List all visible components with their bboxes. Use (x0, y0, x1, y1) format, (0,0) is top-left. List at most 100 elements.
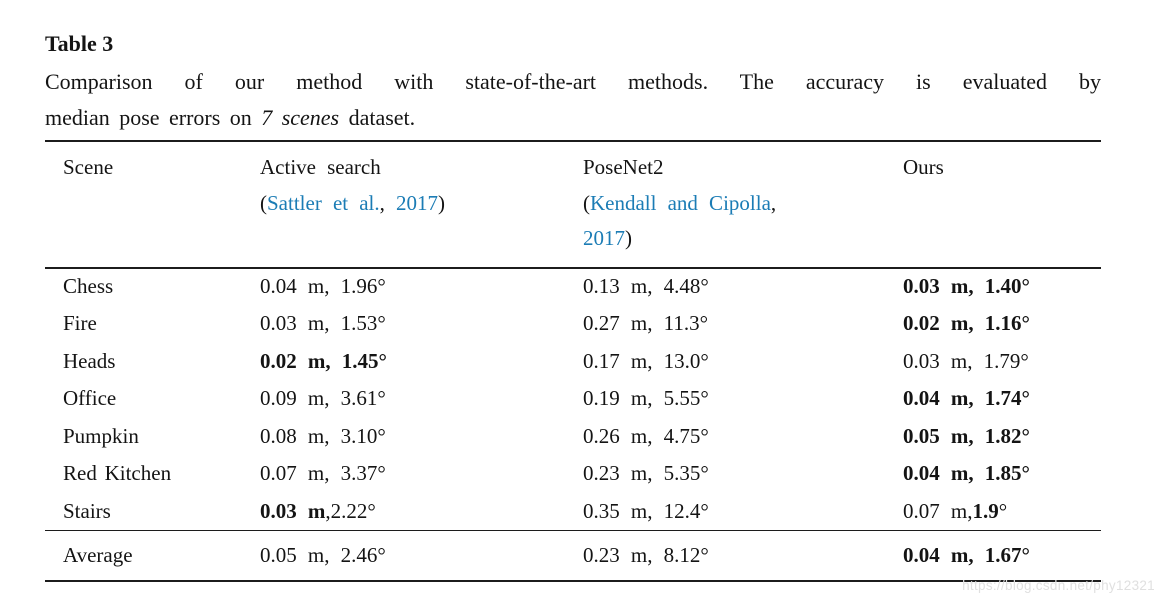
table-footer: Average 0.05 m, 2.46° 0.23 m, 8.12° 0.04… (45, 530, 1101, 581)
results-table: Scene Active search (Sattler et al., 201… (45, 140, 1101, 582)
table-row: Red Kitchen 0.07 m, 3.37° 0.23 m, 5.35° 0.0… (45, 455, 1101, 493)
text-segment: 0.05 m, 1.82° (903, 423, 1030, 448)
text-segment: 0.04 m, 1.85° (903, 461, 1030, 486)
caption-text-end: dataset. (339, 105, 416, 130)
table-caption: Comparison of our method with state-of-t… (45, 64, 1101, 136)
table-row: Heads 0.02 m, 1.45° 0.17 m, 13.0° 0.03 m, 1… (45, 343, 1101, 381)
scene-cell: Office (63, 386, 117, 411)
value-cell: 0.09 m, 3.61° (260, 380, 583, 418)
header-ours: Ours (903, 155, 944, 179)
value-cell: 0.03 m, 1.79° (903, 343, 1101, 381)
text-segment: 0.03 m, 1.79° (903, 348, 1029, 373)
table-body: Chess 0.04 m, 1.96° 0.13 m, 4.48° 0.03 m, 1… (45, 268, 1101, 531)
text-segment: 0.04 m, 1.96° (260, 274, 386, 299)
average-active-search: 0.05 m, 2.46° (260, 530, 583, 581)
value-cell: 0.07 m, 3.37° (260, 455, 583, 493)
value-cell: 0.26 m, 4.75° (583, 418, 903, 456)
value-cell: 0.03 m, 1.53° (260, 305, 583, 343)
table-row: Stairs 0.03 m,2.22° 0.35 m, 12.4° 0.07 m,1.… (45, 493, 1101, 531)
table-row: Office 0.09 m, 3.61° 0.19 m, 5.55° 0.04 m, … (45, 380, 1101, 418)
header-row: Scene Active search (Sattler et al., 201… (45, 141, 1101, 268)
average-posenet2: 0.23 m, 8.12° (583, 530, 903, 581)
value-cell: 0.23 m, 5.35° (583, 455, 903, 493)
citation-link[interactable]: Kendall and Cipolla (590, 190, 771, 215)
scene-cell: Stairs (63, 498, 111, 523)
text-segment: 0.07 m, (903, 498, 973, 523)
watermark: https://blog.csdn.net/phy12321 (962, 578, 1155, 593)
table-row: Fire 0.03 m, 1.53° 0.27 m, 11.3° 0.02 m, 1.… (45, 305, 1101, 343)
table-caption-block: Table 3 Comparison of our method with st… (45, 30, 1101, 136)
caption-dataset-name: 7 scenes (261, 105, 340, 130)
value-cell: 0.17 m, 13.0° (583, 343, 903, 381)
text-segment: ,2.22° (325, 498, 376, 523)
citation-link[interactable]: Sattler et al. (267, 190, 380, 215)
caption-line-1: Comparison of our method with state-of-t… (45, 69, 1101, 94)
scene-cell: Red Kitchen (63, 461, 172, 486)
text-segment: 0.35 m, 12.4° (583, 498, 709, 523)
value-cell: 0.19 m, 5.55° (583, 380, 903, 418)
text-segment: ( (583, 190, 590, 215)
average-row: Average 0.05 m, 2.46° 0.23 m, 8.12° 0.04… (45, 530, 1101, 581)
caption-line-2: median pose errors on 7 scenes dataset. (45, 100, 1101, 136)
text-segment: , (379, 190, 397, 215)
average-ours: 0.04 m, 1.67° (903, 530, 1101, 581)
text-segment: 0.19 m, 5.55° (583, 386, 709, 411)
value-cell: 0.05 m, 1.82° (903, 418, 1101, 456)
text-segment: 0.26 m, 4.75° (583, 423, 709, 448)
text-segment: 1.9 (972, 498, 999, 523)
citation-link[interactable]: 2017 (396, 190, 439, 215)
value-cell: 0.08 m, 3.10° (260, 418, 583, 456)
header-active-search: Active search (Sattler et al., 2017) (260, 141, 583, 268)
text-segment: ) (625, 226, 632, 250)
table-title: Table 3 (45, 31, 114, 56)
table-row: Chess 0.04 m, 1.96° 0.13 m, 4.48° 0.03 m, 1… (45, 268, 1101, 306)
scene-cell: Chess (63, 274, 114, 299)
active-search-citation: (Sattler et al., 2017) (260, 186, 583, 222)
header-scene: Scene (63, 155, 114, 179)
scene-cell: Heads (63, 348, 116, 373)
average-label: Average (63, 542, 133, 567)
value-cell: 0.07 m,1.9° (903, 493, 1101, 531)
text-segment: 0.17 m, 13.0° (583, 348, 709, 373)
caption-text: median pose errors on (45, 105, 262, 130)
value-cell: 0.03 m,2.22° (260, 493, 583, 531)
value-cell: 0.35 m, 12.4° (583, 493, 903, 531)
scene-cell: Fire (63, 311, 97, 336)
text-segment: 0.09 m, 3.61° (260, 386, 386, 411)
citation-link[interactable]: 2017 (583, 226, 625, 250)
value-cell: 0.04 m, 1.85° (903, 455, 1101, 493)
text-segment: 0.03 m, 1.40° (903, 274, 1030, 299)
value-cell: 0.02 m, 1.45° (260, 343, 583, 381)
value-cell: 0.03 m, 1.40° (903, 268, 1101, 306)
text-segment: 0.08 m, 3.10° (260, 423, 386, 448)
method-name: PoseNet2 (583, 155, 664, 179)
text-segment: ( (260, 190, 267, 215)
text-segment: 0.03 m (260, 498, 326, 523)
method-name: Active search (260, 155, 381, 179)
text-segment: 0.02 m, 1.16° (903, 311, 1030, 336)
text-segment: 0.13 m, 4.48° (583, 274, 709, 299)
value-cell: 0.04 m, 1.74° (903, 380, 1101, 418)
text-segment: 0.27 m, 11.3° (583, 311, 708, 336)
results-table-wrap: Scene Active search (Sattler et al., 201… (45, 140, 1101, 582)
posenet2-citation-line1: (Kendall and Cipolla, (583, 186, 903, 222)
text-segment: ) (438, 190, 446, 215)
text-segment: ° (998, 498, 1008, 523)
text-segment: , (770, 190, 777, 215)
value-cell: 0.04 m, 1.96° (260, 268, 583, 306)
text-segment: 0.03 m, 1.53° (260, 311, 386, 336)
text-segment: 0.02 m, 1.45° (260, 348, 387, 373)
text-segment: 0.05 m, 2.46° (260, 542, 386, 567)
text-segment: 0.04 m, 1.74° (903, 386, 1030, 411)
header-posenet2: PoseNet2 (Kendall and Cipolla, 2017) (583, 141, 903, 268)
table-row: Pumpkin 0.08 m, 3.10° 0.26 m, 4.75° 0.05 m,… (45, 418, 1101, 456)
text-segment: 0.23 m, 8.12° (583, 542, 709, 567)
text-segment: 0.04 m, 1.67° (903, 542, 1030, 567)
value-cell: 0.27 m, 11.3° (583, 305, 903, 343)
posenet2-citation-line2: 2017) (583, 221, 903, 257)
text-segment: 0.23 m, 5.35° (583, 461, 709, 486)
value-cell: 0.02 m, 1.16° (903, 305, 1101, 343)
text-segment: 0.07 m, 3.37° (260, 461, 386, 486)
scene-cell: Pumpkin (63, 423, 139, 448)
